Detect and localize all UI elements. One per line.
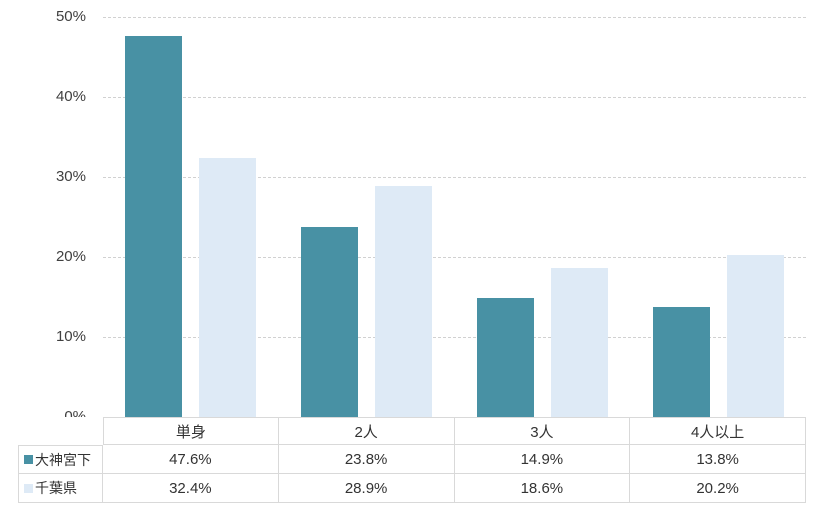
table-value-cell: 18.6% (454, 474, 631, 503)
series-name-label: 千葉県 (35, 480, 77, 496)
table-corner-spacer (18, 417, 103, 445)
gridline (103, 97, 806, 98)
table-category-cell: 4人以上 (630, 417, 806, 445)
legend-color-swatch-icon (24, 483, 33, 493)
table-value-cell: 47.6% (103, 445, 279, 474)
legend-color-swatch-icon (24, 455, 33, 464)
y-axis-tick-label: 20% (55, 248, 86, 265)
series-name-label: 大神宮下 (35, 451, 91, 468)
y-axis-tick-label: 10% (55, 328, 86, 345)
table-value-cell: 32.4% (103, 474, 279, 503)
table-value-cell: 28.9% (278, 474, 455, 503)
bar-group (279, 17, 455, 417)
table-category-cell: 3人 (454, 417, 631, 445)
table-value-cell: 20.2% (630, 474, 806, 503)
y-axis-tick-label: 50% (55, 8, 86, 25)
table-series-legend-cell: 大神宮下 (18, 445, 103, 474)
table-value-cell: 23.8% (278, 445, 455, 474)
bar (726, 255, 784, 417)
bar (375, 185, 433, 417)
gridline (103, 177, 806, 178)
gridline (103, 257, 806, 258)
table-series-legend-cell: 千葉県 (18, 474, 103, 503)
bar-group (630, 17, 806, 417)
gridline (103, 337, 806, 338)
bar-group (455, 17, 631, 417)
y-axis-tick-label: 30% (55, 168, 86, 185)
bar-group (103, 17, 279, 417)
gridline (103, 17, 806, 18)
table-category-cell: 2人 (278, 417, 455, 445)
bar (125, 36, 183, 417)
bar (550, 268, 608, 417)
table-value-cell: 14.9% (454, 445, 631, 474)
table-category-cell: 単身 (103, 417, 279, 445)
bar (199, 157, 257, 417)
bar (476, 297, 534, 417)
table-value-cell: 13.8% (630, 445, 806, 474)
bar (301, 226, 359, 417)
bar (652, 306, 710, 417)
y-axis-tick-label: 40% (55, 88, 86, 105)
plot-area (103, 17, 806, 417)
data-table: 単身 2人 3人 4人以上大神宮下 47.6% 23.8% 14.9% 13.8% 千葉県 32.… (18, 417, 806, 503)
